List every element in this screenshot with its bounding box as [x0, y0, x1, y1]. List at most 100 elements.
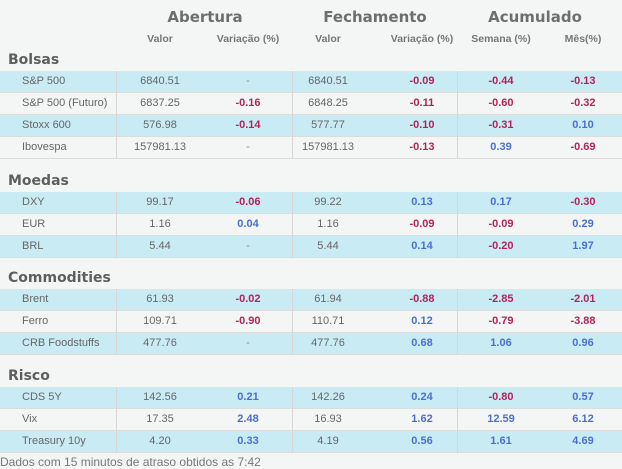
value-cell: 110.71: [311, 315, 345, 327]
change-cell: 1.61: [490, 435, 512, 447]
column-divider: [116, 311, 117, 333]
change-cell: -: [246, 337, 250, 349]
change-cell: -0.32: [570, 97, 596, 109]
asset-name: CRB Foodstuffs: [22, 337, 100, 349]
column-divider: [457, 289, 458, 311]
column-divider: [457, 137, 458, 159]
change-cell: 0.04: [237, 218, 259, 230]
column-divider: [116, 333, 117, 355]
change-cell: 6.12: [572, 413, 594, 425]
change-cell: -2.01: [570, 293, 596, 305]
column-header: Variação (%): [390, 33, 454, 45]
change-cell: 12.59: [487, 413, 515, 425]
change-cell: -0.88: [409, 293, 435, 305]
table-row: Stoxx 600 576.98 -0.14 577.77 -0.10 -0.31 0.10: [0, 115, 622, 137]
value-cell: 6840.51: [140, 75, 180, 87]
change-cell: -0.44: [488, 75, 514, 87]
asset-name: DXY: [22, 196, 45, 208]
column-divider: [116, 137, 117, 159]
asset-name: Stoxx 600: [22, 119, 71, 131]
change-cell: -0.20: [488, 240, 514, 252]
column-divider: [116, 115, 117, 137]
table-row: S&P 500 6840.51 - 6840.51 -0.09 -0.44 -0.13: [0, 71, 622, 93]
change-cell: -0.79: [488, 315, 514, 327]
column-divider: [457, 93, 458, 115]
value-cell: 61.93: [146, 293, 174, 305]
column-divider: [457, 333, 458, 355]
change-cell: 0.21: [237, 391, 259, 403]
change-cell: 1.97: [572, 240, 594, 252]
group-header-fechamento: Fechamento: [323, 8, 427, 26]
column-header: Semana (%): [471, 33, 531, 45]
column-divider: [292, 311, 293, 333]
table-row: EUR 1.16 0.04 1.16 -0.09 -0.09 0.29: [0, 214, 622, 236]
column-divider: [292, 214, 293, 236]
value-cell: 5.44: [149, 240, 171, 252]
column-divider: [457, 311, 458, 333]
column-divider: [457, 236, 458, 258]
change-cell: 1.06: [490, 337, 512, 349]
table-row: S&P 500 (Futuro) 6837.25 -0.16 6848.25 -0.11…: [0, 93, 622, 115]
asset-name: S&P 500: [22, 75, 66, 87]
asset-name: Brent: [22, 293, 49, 305]
change-cell: -0.69: [570, 141, 596, 153]
value-cell: 6840.51: [308, 75, 348, 87]
column-divider: [292, 409, 293, 431]
change-cell: 0.33: [237, 435, 259, 447]
value-cell: 1.16: [317, 218, 339, 230]
footer-note: Dados com 15 minutos de atraso obtidos a…: [0, 455, 261, 469]
column-header: Variação (%): [216, 33, 280, 45]
section-title: Risco: [8, 368, 50, 384]
change-cell: 4.69: [572, 435, 594, 447]
change-cell: 0.96: [572, 337, 594, 349]
column-divider: [116, 71, 117, 93]
value-cell: 576.98: [143, 119, 177, 131]
asset-name: Treasury 10y: [22, 435, 86, 447]
change-cell: 0.29: [572, 218, 594, 230]
column-divider: [116, 93, 117, 115]
change-cell: -0.09: [409, 218, 435, 230]
value-cell: 477.76: [311, 337, 345, 349]
value-cell: 157981.13: [134, 141, 186, 153]
change-cell: -0.13: [409, 141, 435, 153]
value-cell: 5.44: [317, 240, 339, 252]
change-cell: -0.31: [488, 119, 514, 131]
change-cell: -0.80: [488, 391, 514, 403]
group-header-acumulado: Acumulado: [488, 8, 582, 26]
asset-name: Ibovespa: [22, 141, 67, 153]
column-divider: [457, 192, 458, 214]
column-divider: [116, 214, 117, 236]
column-divider: [116, 431, 117, 453]
column-divider: [292, 387, 293, 409]
table-row: Treasury 10y 4.20 0.33 4.19 0.56 1.61 4.69: [0, 431, 622, 453]
section-title: Bolsas: [8, 52, 60, 68]
change-cell: -2.85: [488, 293, 514, 305]
value-cell: 16.93: [314, 413, 342, 425]
value-cell: 109.71: [143, 315, 177, 327]
table-row: Ferro 109.71 -0.90 110.71 0.12 -0.79 -3.88: [0, 311, 622, 333]
value-cell: 1.16: [149, 218, 171, 230]
column-divider: [457, 409, 458, 431]
change-cell: 1.62: [411, 413, 433, 425]
change-cell: -0.02: [235, 293, 261, 305]
column-divider: [457, 214, 458, 236]
column-divider: [292, 431, 293, 453]
column-divider: [116, 236, 117, 258]
table-row: CRB Foodstuffs 477.76 - 477.76 0.68 1.06 0.96: [0, 333, 622, 355]
table-row: Vix 17.35 2.48 16.93 1.62 12.59 6.12: [0, 409, 622, 431]
value-cell: 4.20: [149, 435, 171, 447]
change-cell: -: [246, 141, 250, 153]
table-row: CDS 5Y 142.56 0.21 142.26 0.24 -0.80 0.57: [0, 387, 622, 409]
change-cell: -0.13: [570, 75, 596, 87]
column-divider: [457, 431, 458, 453]
value-cell: 6837.25: [140, 97, 180, 109]
change-cell: 0.14: [411, 240, 433, 252]
change-cell: -0.09: [488, 218, 514, 230]
asset-name: Ferro: [22, 315, 49, 327]
change-cell: -0.09: [409, 75, 435, 87]
asset-name: Vix: [22, 413, 38, 425]
change-cell: -0.10: [409, 119, 435, 131]
group-header-abertura: Abertura: [167, 8, 243, 26]
column-divider: [292, 71, 293, 93]
column-divider: [292, 192, 293, 214]
